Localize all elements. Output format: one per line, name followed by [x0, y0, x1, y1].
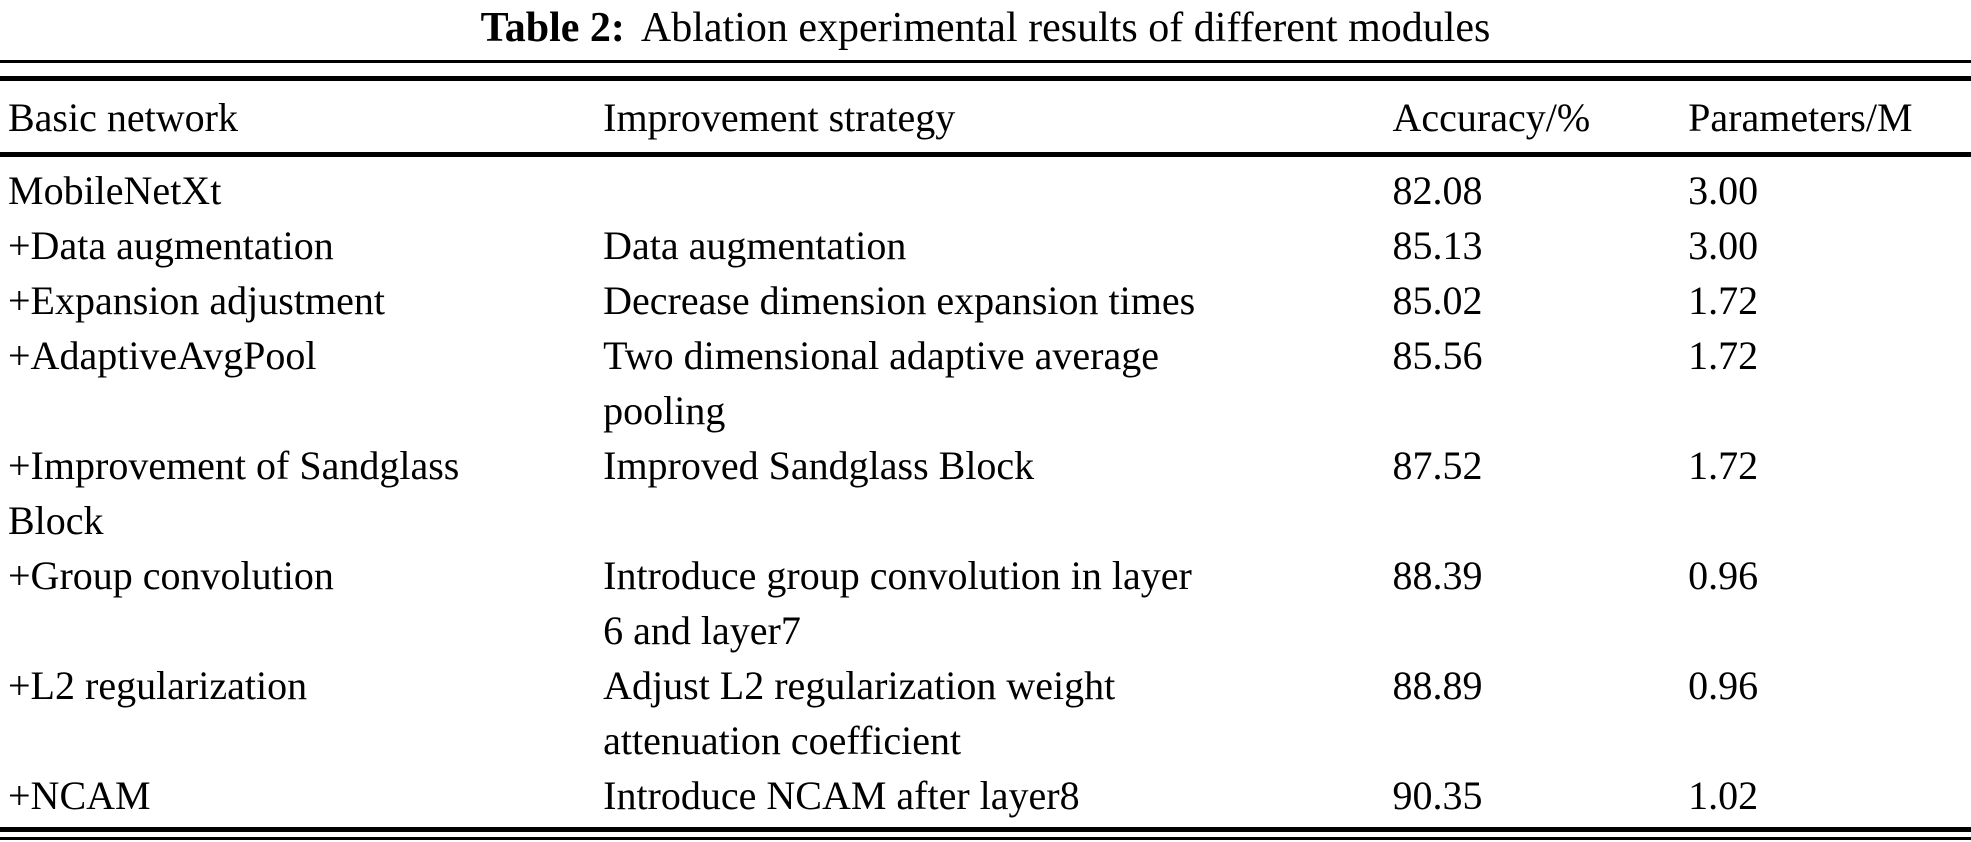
bottom-outer-rule — [0, 837, 1971, 840]
table-row: +Group convolution Introduce group convo… — [0, 548, 1971, 658]
cell-accuracy: 87.52 — [1392, 443, 1483, 488]
cell-improvement-strategy: Improved Sandglass Block — [603, 443, 1035, 488]
header-parameters: Parameters/M — [1688, 81, 1971, 157]
cell-improvement-strategy: Decrease dimension expansion times — [603, 278, 1196, 323]
top-outer-rule — [0, 60, 1971, 63]
cell-parameters: 0.96 — [1688, 663, 1759, 708]
cell-parameters: 3.00 — [1688, 223, 1759, 268]
cell-improvement-strategy: Introduce NCAM after layer8 — [603, 773, 1080, 818]
table-row: +AdaptiveAvgPool Two dimensional adaptiv… — [0, 328, 1971, 438]
header-basic-network: Basic network — [0, 81, 604, 157]
table-row: MobileNetXt 82.08 3.00 — [0, 155, 1971, 219]
table-row: +Improvement of Sandglass Block Improved… — [0, 438, 1971, 548]
cell-basic-network: +Expansion adjustment — [8, 278, 385, 323]
cell-accuracy: 85.13 — [1392, 223, 1483, 268]
cell-accuracy: 82.08 — [1392, 168, 1483, 213]
header-improvement-strategy: Improvement strategy — [603, 81, 1393, 157]
table-header: Basic network Improvement strategy Accur… — [0, 81, 1971, 157]
table-caption: Table 2: Ablation experimental results of… — [0, 0, 1971, 56]
cell-accuracy: 85.02 — [1392, 278, 1483, 323]
top-rule-gap — [0, 63, 1971, 76]
header-row: Basic network Improvement strategy Accur… — [0, 81, 1971, 157]
cell-basic-network: +NCAM — [8, 773, 151, 818]
cell-improvement-strategy: Two dimensional adaptive average pooling — [603, 333, 1160, 433]
cell-basic-network: +Data augmentation — [8, 223, 334, 268]
table-row: +Data augmentation Data augmentation 85.… — [0, 218, 1971, 273]
cell-improvement-strategy: Adjust L2 regularization weight attenuat… — [603, 663, 1116, 763]
cell-parameters: 1.72 — [1688, 333, 1759, 378]
bottom-inner-rule — [0, 827, 1971, 832]
cell-basic-network: +Improvement of Sandglass Block — [8, 443, 460, 543]
cell-parameters: 1.02 — [1688, 773, 1759, 818]
cell-basic-network: +Group convolution — [8, 553, 334, 598]
cell-parameters: 1.72 — [1688, 443, 1759, 488]
cell-improvement-strategy: Data augmentation — [603, 223, 907, 268]
header-accuracy: Accuracy/% — [1392, 81, 1689, 157]
ablation-table: Basic network Improvement strategy Accur… — [0, 81, 1971, 827]
table-body: MobileNetXt 82.08 3.00 +Data augmentatio… — [0, 155, 1971, 828]
cell-accuracy: 90.35 — [1392, 773, 1483, 818]
cell-basic-network: +AdaptiveAvgPool — [8, 333, 317, 378]
cell-basic-network: MobileNetXt — [8, 168, 222, 213]
cell-improvement-strategy — [603, 155, 1392, 219]
top-inner-rule — [0, 76, 1971, 81]
table-row: +NCAM Introduce NCAM after layer8 90.35 … — [0, 768, 1971, 827]
ablation-table-block: Basic network Improvement strategy Accur… — [0, 60, 1971, 840]
cell-accuracy: 85.56 — [1392, 333, 1483, 378]
cell-parameters: 3.00 — [1688, 168, 1759, 213]
cell-improvement-strategy: Introduce group convolution in layer 6 a… — [603, 553, 1192, 653]
cell-basic-network: +L2 regularization — [8, 663, 308, 708]
cell-accuracy: 88.39 — [1392, 553, 1483, 598]
table-row: +L2 regularization Adjust L2 regularizat… — [0, 658, 1971, 768]
caption-label: Table 2: — [480, 5, 625, 51]
cell-parameters: 1.72 — [1688, 278, 1759, 323]
caption-text: Ablation experimental results of differe… — [640, 5, 1491, 51]
table-row: +Expansion adjustment Decrease dimension… — [0, 273, 1971, 328]
cell-parameters: 0.96 — [1688, 553, 1759, 598]
cell-accuracy: 88.89 — [1392, 663, 1483, 708]
